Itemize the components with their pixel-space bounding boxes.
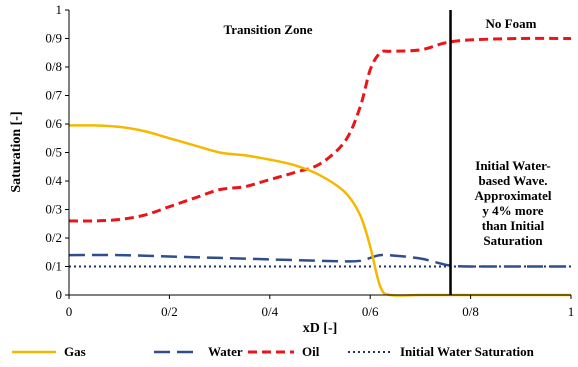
y-tick-label: 0/4 [45, 173, 62, 188]
x-tick-label: 0/6 [362, 304, 379, 319]
y-tick-label: 0/2 [45, 230, 62, 245]
annotation-note-line: than Initial [482, 218, 545, 233]
y-tick-label: 0/3 [45, 202, 62, 217]
legend-label-water: Water [208, 344, 243, 359]
series-line-water [68, 253, 571, 268]
axes-layer: 0 0/1 0/2 0/3 0/4 0/5 0/6 0/7 0/8 0/9 1 0 0/2 0/4 0/6 0… [45, 2, 574, 319]
x-tick-label: 1 [568, 304, 575, 319]
x-tick-label: 0/2 [161, 304, 178, 319]
legend: Gas Water Oil Initial Water Saturation [12, 344, 535, 359]
annotation-note-line: Initial Water- [475, 158, 550, 173]
y-tick-label: 0/1 [45, 259, 62, 274]
annotation-no-foam: No Foam [486, 16, 537, 31]
x-tick-label: 0/8 [462, 304, 479, 319]
series-line-oil [68, 36, 572, 223]
annotation-note-line: Saturation [483, 233, 543, 248]
annotation-note-line: y 4% more [482, 203, 543, 218]
series-layer [68, 10, 572, 297]
y-tick-label: 0/7 [45, 88, 62, 103]
y-tick-label: 0 [56, 287, 63, 302]
x-axis-title: xD [-] [303, 321, 338, 336]
annotation-note-line: based Wave. [478, 173, 547, 188]
legend-label-oil: Oil [302, 344, 320, 359]
y-tick-label: 0/6 [45, 116, 62, 131]
legend-label-gas: Gas [64, 344, 86, 359]
y-tick-label: 0/5 [45, 145, 62, 160]
x-tick-label: 0 [66, 304, 73, 319]
y-tick-label: 0/9 [45, 31, 62, 46]
y-tick-label: 0/8 [45, 59, 62, 74]
y-axis-title: Saturation [-] [9, 111, 24, 192]
y-tick-label: 1 [56, 2, 63, 17]
x-tick-label: 0/4 [261, 304, 278, 319]
annotation-note-line: Approximatel [474, 188, 551, 203]
annotation-transition-zone: Transition Zone [224, 22, 313, 37]
legend-label-initial-water-saturation: Initial Water Saturation [400, 344, 535, 359]
